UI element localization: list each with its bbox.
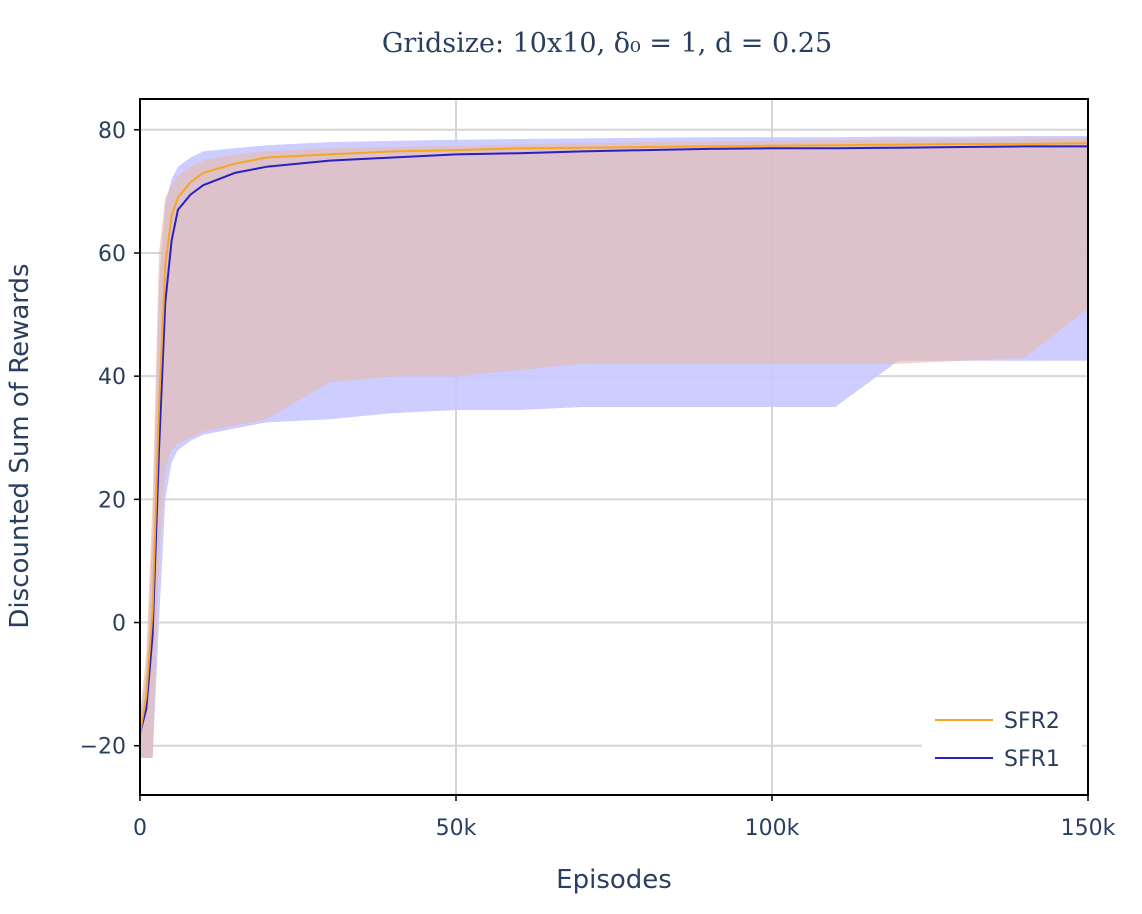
series-lines (139, 142, 1089, 734)
band-sfr2 (140, 137, 1088, 759)
x-tick-label: 100k (745, 816, 800, 841)
x-tick-label: 50k (436, 816, 477, 841)
y-tick-label: 0 (112, 612, 126, 637)
y-tick-label: 40 (98, 365, 126, 390)
legend: SFR2 SFR1 (922, 700, 1082, 780)
y-axis-ticks: −20 0 20 40 60 80 (80, 119, 140, 760)
legend-background (922, 700, 1082, 780)
x-axis-ticks: 0 50k 100k 150k (133, 795, 1116, 841)
x-tick-label: 150k (1061, 816, 1116, 841)
chart-title: Gridsize: 10x10, δ₀ = 1, d = 0.25 (382, 28, 832, 59)
legend-label: SFR1 (1004, 747, 1060, 772)
confidence-bands (140, 136, 1088, 759)
plot-frame (139, 98, 1089, 796)
y-tick-label: 80 (98, 119, 126, 144)
y-axis-title: Discounted Sum of Rewards (5, 263, 35, 628)
y-tick-label: 20 (98, 488, 126, 513)
x-axis-title: Episodes (556, 865, 672, 895)
y-tick-label: 60 (98, 242, 126, 267)
x-tick-label: 0 (133, 816, 147, 841)
line-sfr1 (139, 145, 1088, 734)
line-sfr2 (139, 142, 1089, 734)
y-tick-label: −20 (80, 735, 126, 760)
legend-label: SFR2 (1004, 709, 1060, 734)
